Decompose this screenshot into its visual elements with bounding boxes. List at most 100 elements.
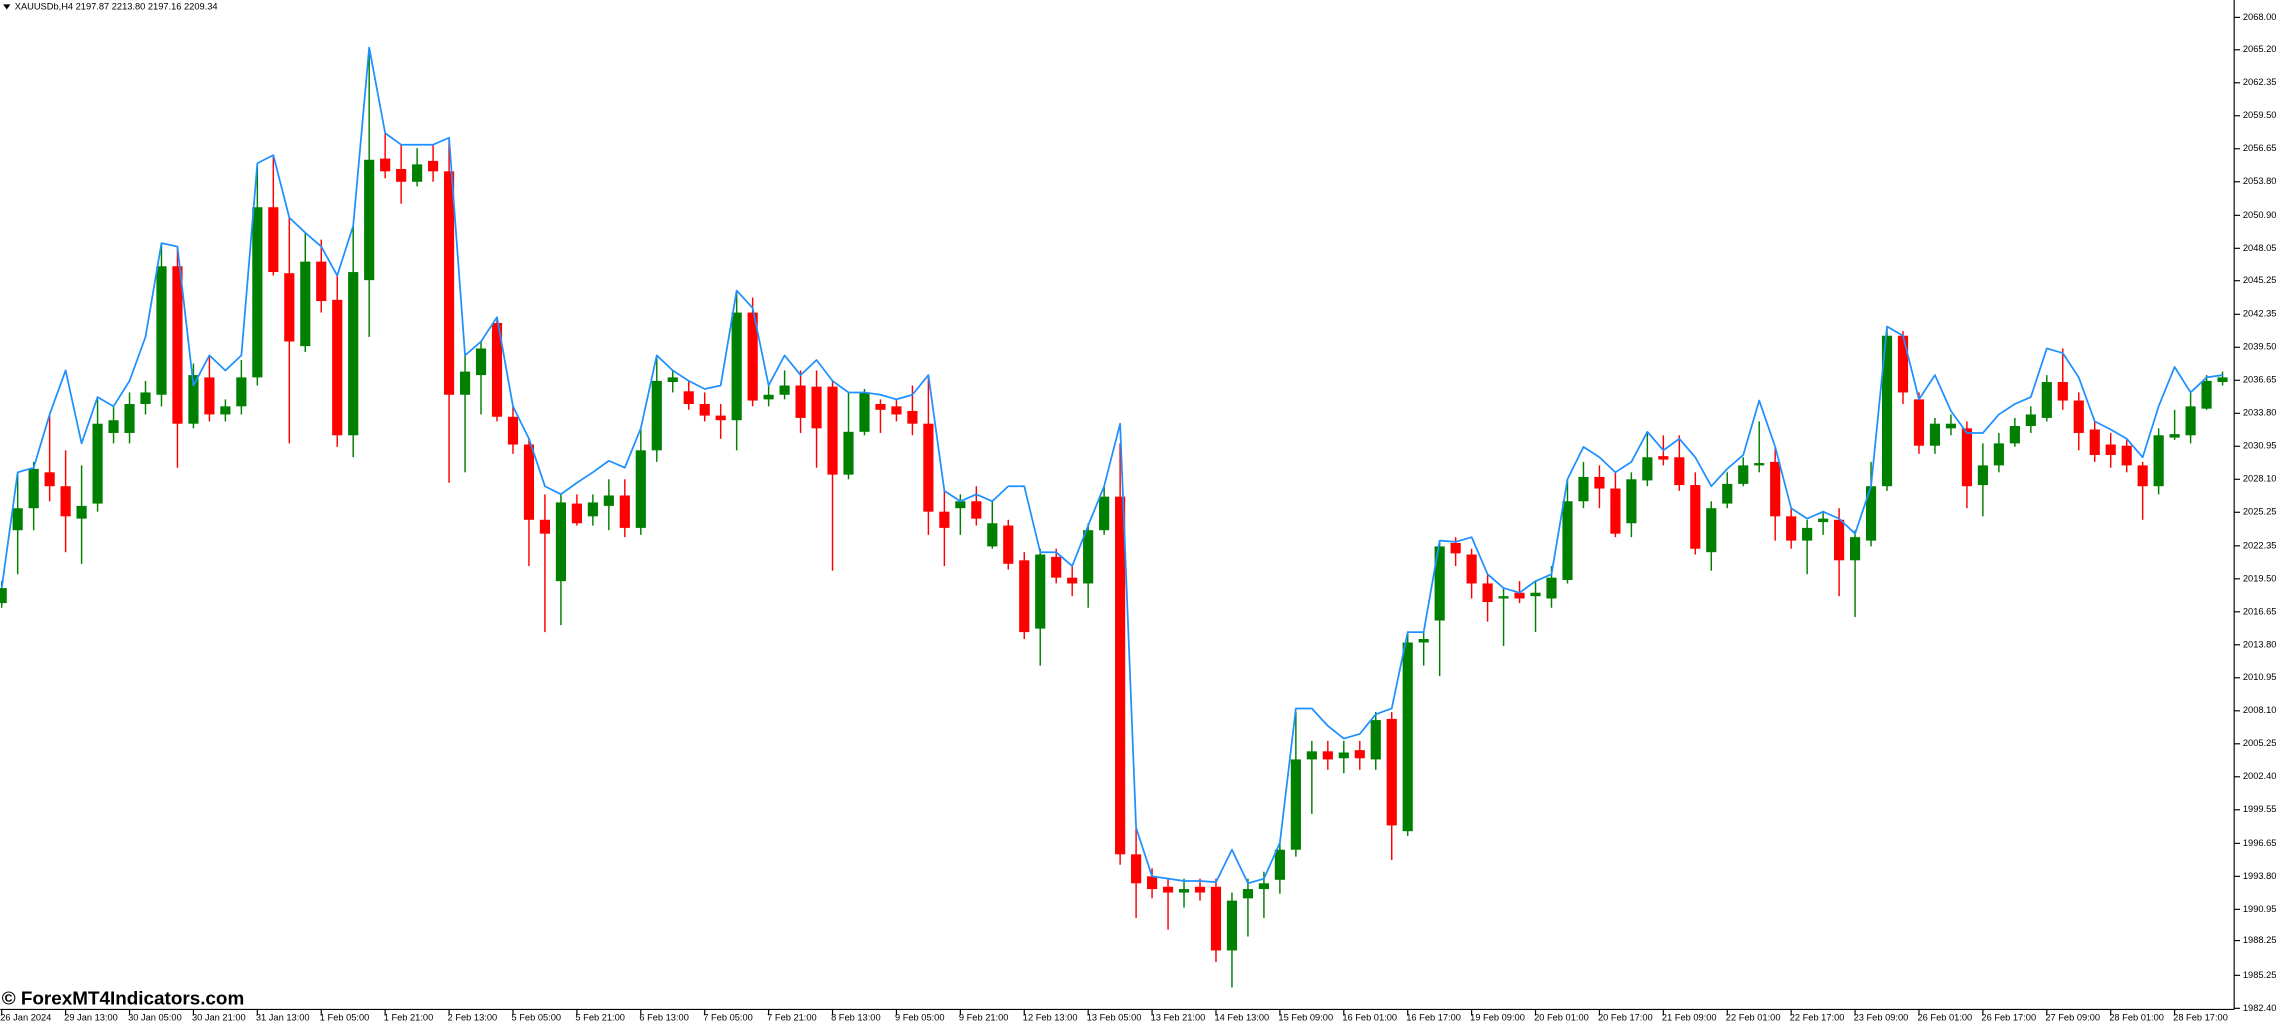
candle-body [1562,501,1573,580]
candle-body [843,431,854,475]
x-tick-label: 29 Jan 13:00 [64,1013,118,1023]
x-tick-label: 13 Feb 21:00 [1151,1013,1206,1023]
x-tick-label: 30 Jan 05:00 [128,1013,182,1023]
x-tick-label: 8 Feb 13:00 [831,1013,881,1023]
candle-body [1402,642,1413,832]
candle-body [1466,554,1477,584]
x-tick-label: 14 Feb 13:00 [1215,1013,1270,1023]
candle-body [1019,560,1030,633]
candle-body [348,272,359,436]
x-tick-label: 5 Feb 21:00 [575,1013,625,1023]
y-tick-label: 2016.65 [2243,606,2277,616]
candle-body [2025,414,2036,427]
candle-body [76,505,87,519]
x-tick-label: 12 Feb 13:00 [1023,1013,1078,1023]
candle-body [1626,479,1637,524]
candle-body [1610,488,1621,534]
candle-body [364,159,375,281]
candle-body [1945,423,1957,429]
y-tick-label: 2056.65 [2243,143,2277,153]
candle-body [1881,335,1893,487]
candle-body [491,322,503,417]
candle-body [827,386,838,475]
candle-body [428,160,439,172]
candle-body [1035,554,1046,629]
candle-body [1370,720,1381,760]
candle-body [316,261,327,301]
candle-body [1115,496,1126,855]
y-tick-label: 1985.25 [2243,970,2277,980]
candle-body [1067,577,1078,584]
candle-body [0,588,7,604]
candle-body [715,415,726,421]
candle-body [1913,399,1925,446]
candle-body [523,444,535,520]
candle-body [1865,486,1877,541]
y-tick-label: 2033.80 [2243,408,2277,418]
candle-body [651,380,662,451]
candle-body [1434,546,1445,621]
x-tick-label: 22 Feb 17:00 [1790,1013,1845,1023]
candle-body [459,371,471,395]
candle-body [507,416,519,445]
x-tick-label: 15 Feb 09:00 [1278,1013,1333,1023]
candle-body [28,468,39,509]
candle-body [2169,434,2180,438]
x-tick-label: 1 Feb 05:00 [320,1013,370,1023]
x-tick-label: 28 Feb 01:00 [2109,1013,2164,1023]
y-tick-label: 2039.50 [2243,342,2277,352]
candle-body [188,375,199,424]
candle-body [587,502,598,517]
candle-body [1131,854,1142,884]
candle-body [1146,876,1158,890]
x-tick-label: 30 Jan 21:00 [192,1013,246,1023]
candle-body [252,207,263,378]
candle-body [12,508,23,531]
candle-body [2185,406,2196,436]
candle-body [1482,583,1493,602]
candle-body [1658,456,1669,460]
candle-body [571,503,582,524]
candle-body [555,502,566,582]
candle-body [1290,759,1301,850]
candle-body [1226,900,1238,951]
x-tick-label: 21 Feb 09:00 [1662,1013,1717,1023]
candle-body [1977,465,1988,486]
candle-body [891,406,902,415]
x-tick-label: 9 Feb 05:00 [895,1013,945,1023]
candle-body [875,404,886,410]
candle-body [1897,335,1909,393]
candle-body [204,377,215,415]
candle-body [1386,718,1397,826]
y-tick-label: 2008.10 [2243,705,2277,715]
x-tick-label: 7 Feb 21:00 [767,1013,817,1023]
candle-body [2009,426,2020,444]
candle-body [380,158,391,172]
x-tick-label: 26 Jan 2024 [0,1013,51,1023]
candle-body [2041,382,2052,418]
x-tick-label: 7 Feb 05:00 [703,1013,753,1023]
x-tick-label: 19 Feb 09:00 [1470,1013,1525,1023]
x-tick-label: 31 Jan 13:00 [256,1013,310,1023]
candle-body [2057,382,2068,401]
candle-body [667,377,678,383]
candle-body [603,495,614,506]
candle-body [1178,889,1190,893]
candle-body [1690,485,1701,549]
candle-body [987,523,998,547]
candle-body [635,450,646,528]
candle-body [795,385,806,418]
candle-body [1834,519,1845,561]
candle-body [747,312,758,401]
y-tick-label: 2030.95 [2243,441,2277,451]
candle-body [907,410,918,424]
candle-body [923,423,934,512]
candle-body [779,385,790,395]
x-tick-label: 20 Feb 17:00 [1598,1013,1653,1023]
candle-body [1514,592,1525,599]
candle-body [1770,461,1781,517]
y-tick-label: 1990.95 [2243,904,2277,914]
candle-body [699,404,710,416]
